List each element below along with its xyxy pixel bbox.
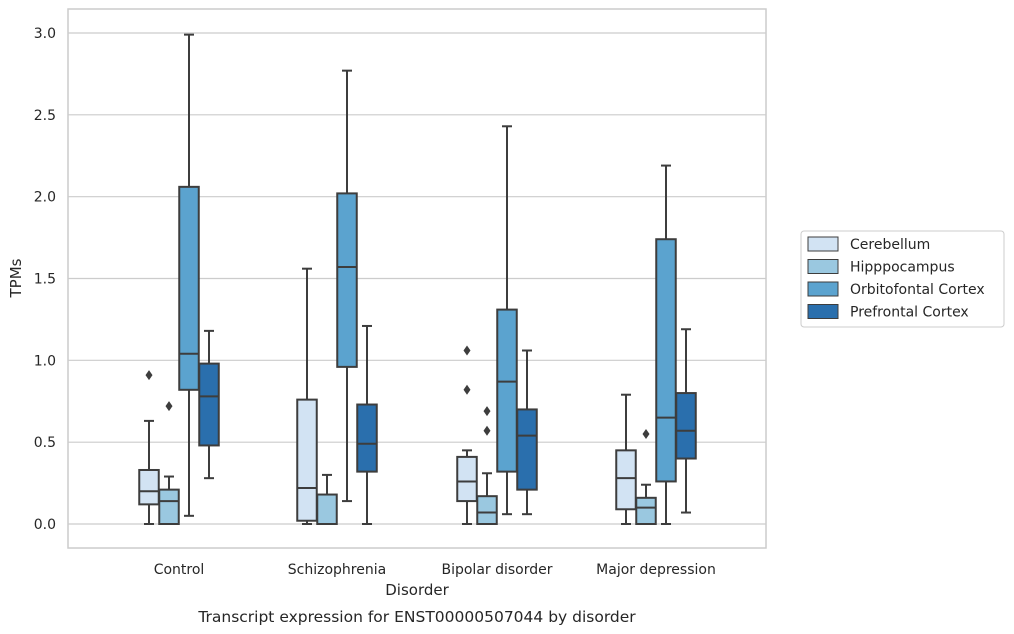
x-tick-label: Major depression <box>596 562 716 578</box>
boxes <box>138 33 697 526</box>
box-1-1 <box>316 473 338 526</box>
box-2-2 <box>496 125 518 516</box>
y-tick-label: 0.5 <box>34 435 56 451</box>
box-body <box>615 449 637 511</box>
outlier-point <box>165 401 173 412</box>
legend-swatch <box>807 281 839 297</box>
box-2-0 <box>178 33 200 517</box>
legend-frame <box>800 230 1005 328</box>
legend-swatch <box>807 236 839 252</box>
y-tick-label: 1.5 <box>34 272 56 288</box>
outlier-point <box>145 370 153 381</box>
y-tick-label: 1.0 <box>34 353 56 369</box>
box-1-0 <box>158 401 180 526</box>
outlier-point <box>463 384 471 395</box>
y-tick-label: 0.0 <box>34 517 56 533</box>
box-body <box>456 455 478 503</box>
box-body <box>138 468 160 506</box>
box-3-0 <box>198 329 220 480</box>
outlier-point <box>463 345 471 356</box>
outlier-point <box>483 425 491 436</box>
box-body <box>476 495 498 525</box>
box-body <box>635 496 657 525</box>
box-3-1 <box>356 324 378 525</box>
legend-swatch <box>807 304 839 319</box>
box-0-0 <box>138 370 160 525</box>
box-0-2 <box>456 345 478 525</box>
legend-label: Hipppocampus <box>850 260 955 276</box>
box-3-2 <box>516 349 538 516</box>
chart-caption: Transcript expression for ENST0000050704… <box>197 608 636 626</box>
box-0-1 <box>296 267 318 525</box>
box-body <box>158 488 180 526</box>
box-body <box>675 392 697 460</box>
box-body <box>296 398 318 522</box>
box-body <box>336 192 358 368</box>
y-tick-labels: 0.0 0.5 1.0 1.5 2.0 2.5 3.0 <box>34 26 56 533</box>
y-tick-label: 2.0 <box>34 190 56 206</box>
box-0-3 <box>615 393 637 525</box>
plot-frame <box>67 8 767 549</box>
legend-swatch <box>807 259 839 274</box>
box-2-3 <box>655 164 677 525</box>
legend-label: Prefrontal Cortex <box>850 305 969 321</box>
box-body <box>198 362 220 447</box>
x-tick-label: Schizophrenia <box>288 562 386 578</box>
box-body <box>516 408 538 491</box>
y-tick-label: 3.0 <box>34 26 56 42</box>
box-1-2 <box>476 406 498 525</box>
legend-label: Cerebellum <box>850 237 930 253</box>
outlier-point <box>483 406 491 417</box>
box-3-3 <box>675 328 697 514</box>
legend-label: Orbitofontal Cortex <box>850 282 985 298</box>
x-tick-label: Bipolar disorder <box>441 562 552 578</box>
box-body <box>496 308 518 473</box>
box-body <box>178 185 200 391</box>
outlier-point <box>642 428 650 439</box>
box-body <box>316 493 338 526</box>
x-tick-label: Control <box>154 562 205 578</box>
y-tick-label: 2.5 <box>34 108 56 124</box>
legend: Cerebellum Hipppocampus Orbitofontal Corte… <box>800 230 1005 328</box>
x-tick-labels: Control Schizophrenia Bipolar disorder Majo… <box>154 562 716 578</box>
x-axis-title: Disorder <box>385 581 449 599</box>
box-2-1 <box>336 69 358 503</box>
y-axis-title: TPMs <box>7 258 25 298</box>
box-body <box>356 403 378 473</box>
box-body <box>655 238 677 483</box>
box-1-3 <box>635 428 657 525</box>
